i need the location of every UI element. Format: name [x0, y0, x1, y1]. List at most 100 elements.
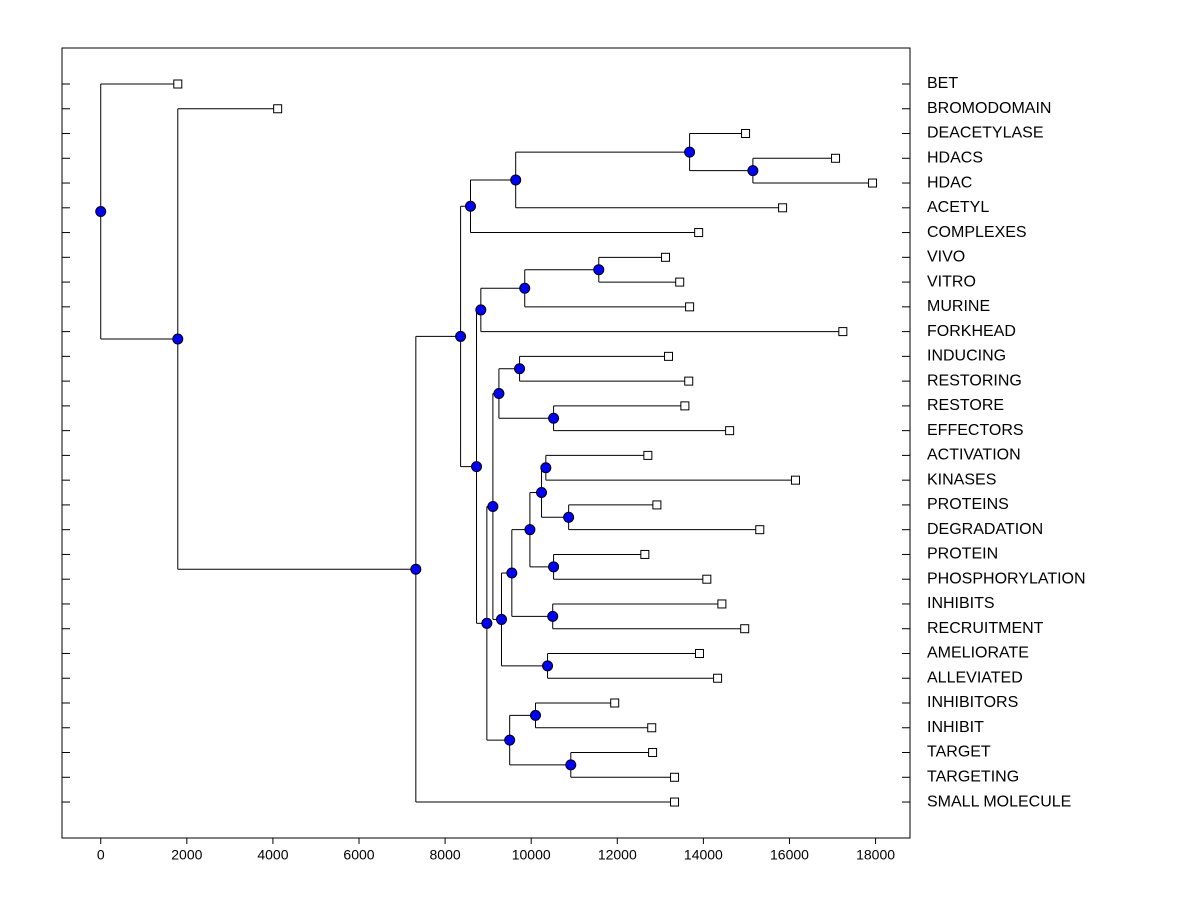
x-tick-label: 6000: [343, 847, 374, 863]
node-marker: [495, 613, 507, 625]
leaf-label: RECRUITMENT: [927, 620, 1044, 637]
leaf-label: HDACS: [927, 149, 983, 166]
node-marker: [514, 363, 526, 375]
x-tick-label: 0: [97, 847, 105, 863]
node-marker: [536, 487, 548, 499]
node-marker: [542, 660, 554, 672]
markers: [95, 79, 878, 807]
leaf-marker: [755, 525, 765, 535]
node-marker: [455, 330, 467, 342]
leaf-label: VIVO: [927, 249, 965, 266]
leaf-marker: [670, 797, 680, 807]
leaf-marker: [695, 648, 705, 658]
leaf-label: BET: [927, 75, 958, 92]
leaf-label: PROTEINS: [927, 496, 1009, 513]
leaf-label: DEGRADATION: [927, 521, 1043, 538]
leaf-marker: [717, 599, 727, 609]
leaf-marker: [664, 351, 674, 361]
leaf-label: ALLEVIATED: [927, 669, 1023, 686]
leaf-label: RESTORE: [927, 397, 1004, 414]
node-marker: [548, 561, 560, 573]
x-tick-label: 14000: [684, 847, 723, 863]
node-marker: [593, 264, 605, 276]
leaf-label: FORKHEAD: [927, 323, 1016, 340]
leaf-marker: [713, 673, 723, 683]
leaf-marker: [610, 698, 620, 708]
leaf-label: VITRO: [927, 273, 976, 290]
leaf-marker: [643, 450, 653, 460]
node-marker: [487, 500, 499, 512]
leaf-label: BROMODOMAIN: [927, 100, 1051, 117]
node-marker: [530, 709, 542, 721]
leaf-label: RESTORING: [927, 372, 1022, 389]
leaf-marker: [647, 723, 657, 733]
leaf-marker: [661, 252, 671, 262]
leaf-label: TARGET: [927, 744, 991, 761]
leaf-label: INDUCING: [927, 348, 1006, 365]
x-tick-label: 18000: [856, 847, 895, 863]
node-marker: [471, 461, 483, 473]
leaf-marker: [725, 426, 735, 436]
leaf-marker: [685, 302, 695, 312]
leaf-label: INHIBITORS: [927, 694, 1018, 711]
leaf-marker: [675, 277, 685, 287]
leaf-label: INHIBIT: [927, 719, 984, 736]
x-tick-label: 4000: [257, 847, 288, 863]
leaf-label: SMALL MOLECULE: [927, 793, 1071, 810]
x-tick-label: 8000: [430, 847, 461, 863]
node-marker: [465, 200, 477, 212]
leaf-label: KINASES: [927, 471, 996, 488]
plot-frame: [61, 47, 911, 839]
leaf-label: ACTIVATION: [927, 447, 1021, 464]
leaf-marker: [778, 203, 788, 213]
branches: [100, 83, 873, 803]
node-marker: [493, 388, 505, 399]
leaf-marker: [790, 475, 800, 485]
leaf-label: DEACETYLASE: [927, 125, 1043, 142]
leaf-label: ACETYL: [927, 199, 989, 216]
node-marker: [563, 511, 575, 523]
node-marker: [684, 146, 696, 158]
leaf-label: TARGETING: [927, 768, 1019, 785]
x-tick-label: 10000: [512, 847, 551, 863]
leaf-marker: [273, 104, 283, 114]
leaf-label: PROTEIN: [927, 546, 998, 563]
node-marker: [510, 174, 522, 186]
node-marker: [524, 524, 536, 536]
leaf-marker: [740, 624, 750, 634]
leaf-marker: [831, 153, 841, 163]
node-marker: [548, 412, 560, 424]
leaf-label: AMELIORATE: [927, 645, 1029, 662]
node-marker: [481, 617, 493, 629]
x-tick-label: 16000: [770, 847, 809, 863]
node-marker: [547, 610, 559, 622]
node-marker: [95, 205, 107, 217]
leaf-marker: [680, 401, 690, 411]
leaf-label: EFFECTORS: [927, 422, 1024, 439]
leaf-marker: [652, 500, 662, 510]
leaf-label: HDAC: [927, 174, 972, 191]
node-marker: [475, 304, 487, 316]
node-marker: [519, 282, 531, 294]
node-marker: [410, 563, 422, 575]
node-marker: [504, 734, 516, 746]
node-marker: [540, 462, 552, 474]
node-marker: [747, 165, 759, 177]
leaf-label: PHOSPHORYLATION: [927, 570, 1086, 587]
leaf-marker: [838, 327, 848, 337]
node-marker: [506, 567, 518, 579]
leaf-marker: [640, 549, 650, 559]
node-marker: [565, 759, 577, 771]
leaf-marker: [694, 228, 704, 238]
leaf-label: INHIBITS: [927, 595, 995, 612]
leaf-marker: [702, 574, 712, 584]
leaf-marker: [173, 79, 183, 89]
leaf-label: COMPLEXES: [927, 224, 1027, 241]
leaf-label: MURINE: [927, 298, 990, 315]
x-tick-label: 2000: [171, 847, 202, 863]
node-marker: [172, 333, 184, 345]
leaf-marker: [684, 376, 694, 386]
leaf-marker: [741, 129, 751, 139]
leaf-marker: [868, 178, 878, 188]
